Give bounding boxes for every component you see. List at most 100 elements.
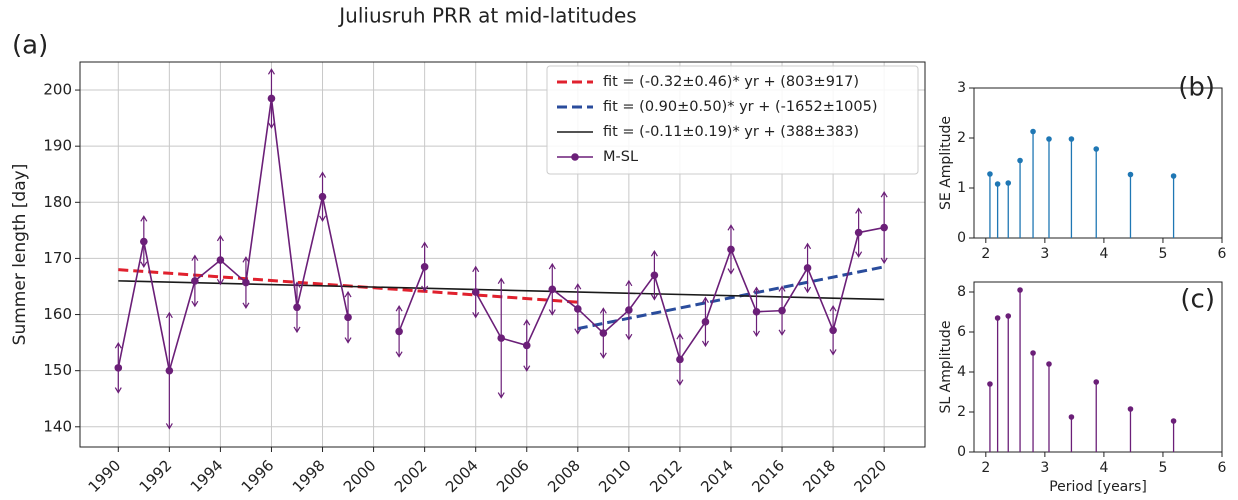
- data-point: [395, 327, 403, 336]
- stem-marker: [1030, 128, 1036, 135]
- y-axis-label: Summer length [day]: [10, 164, 30, 346]
- y-tick-label: 140: [43, 417, 72, 435]
- y-tick-label: 160: [43, 305, 72, 323]
- stem-marker: [987, 381, 993, 387]
- data-point: [625, 306, 633, 314]
- stem-marker: [1127, 406, 1134, 412]
- data-point: [752, 307, 761, 316]
- x-tick-label: 5: [1158, 460, 1167, 476]
- data-point: [420, 263, 429, 271]
- data-point: [778, 306, 786, 315]
- panel-label: (b): [1178, 73, 1215, 103]
- data-point: [880, 223, 888, 232]
- x-tick-label: 1990: [85, 456, 125, 496]
- x-tick-label: 4: [1099, 246, 1108, 262]
- stem-marker: [1005, 313, 1012, 319]
- stem-marker: [1170, 418, 1177, 424]
- x-tick-label: 6: [1218, 460, 1227, 476]
- data-point: [599, 329, 608, 337]
- stem-marker: [1030, 350, 1036, 356]
- x-tick-label: 2010: [595, 456, 635, 496]
- stem-marker: [994, 181, 1001, 187]
- y-tick-label: 2: [957, 130, 966, 146]
- data-point: [574, 305, 582, 313]
- data-point: [676, 355, 684, 364]
- y-tick-label: 200: [43, 81, 72, 99]
- legend-label: fit = (0.90±0.50)* yr + (-1652±1005): [603, 99, 878, 115]
- data-point: [701, 318, 710, 326]
- data-point: [548, 285, 557, 294]
- stem-marker: [1017, 157, 1023, 164]
- x-axis-label: Period [years]: [1049, 479, 1147, 495]
- data-point: [497, 334, 506, 342]
- data-point: [140, 237, 148, 246]
- x-tick-label: 3: [1040, 246, 1049, 262]
- x-tick-label: 2: [981, 246, 990, 262]
- data-point: [854, 228, 863, 237]
- data-point: [267, 94, 276, 103]
- stem-marker: [1093, 146, 1100, 152]
- data-point: [727, 245, 735, 254]
- legend-label: fit = (-0.11±0.19)* yr + (388±383): [603, 124, 859, 140]
- x-tick-label: 1992: [136, 456, 176, 496]
- stem-marker: [994, 315, 1001, 321]
- plot-frame: [973, 281, 1223, 453]
- x-tick-label: 5: [1158, 246, 1167, 262]
- data-point: [803, 264, 812, 272]
- stem-marker: [1093, 379, 1100, 385]
- x-tick-label: 2: [981, 460, 990, 476]
- y-tick-label: 8: [957, 284, 966, 300]
- x-tick-label: 1998: [289, 456, 329, 496]
- x-tick-label: 2014: [697, 456, 737, 496]
- x-tick-label: 2008: [544, 456, 584, 496]
- x-tick-label: 2004: [442, 456, 482, 496]
- stem-marker: [987, 171, 993, 177]
- data-point: [191, 277, 199, 285]
- data-point: [318, 192, 327, 201]
- y-tick-label: 0: [957, 230, 966, 246]
- y-axis-label: SL Amplitude: [938, 321, 954, 414]
- data-point: [165, 366, 174, 375]
- y-tick-label: 2: [957, 404, 966, 420]
- legend-marker: [571, 153, 579, 161]
- data-point: [650, 271, 659, 280]
- legend-label: M-SL: [603, 149, 638, 165]
- data-point: [829, 326, 837, 335]
- chart-title: Juliusruh PRR at mid-latitudes: [337, 4, 636, 28]
- x-tick-label: 2020: [850, 456, 890, 496]
- stem-marker: [1068, 414, 1075, 420]
- y-tick-label: 180: [43, 193, 72, 211]
- x-tick-label: 1994: [187, 456, 227, 496]
- y-tick-label: 1: [957, 180, 966, 196]
- stem-marker: [1017, 287, 1023, 293]
- y-tick-label: 190: [43, 137, 72, 155]
- x-tick-label: 2012: [646, 456, 686, 496]
- x-tick-label: 2000: [340, 456, 380, 496]
- y-tick-label: 4: [957, 364, 966, 380]
- data-point: [216, 256, 225, 264]
- plot-frame: [973, 87, 1223, 239]
- stem-marker: [1046, 136, 1052, 142]
- y-tick-label: 170: [43, 249, 72, 267]
- y-tick-label: 3: [957, 80, 966, 96]
- data-point: [242, 278, 250, 287]
- panel-label: (a): [12, 31, 48, 61]
- panel-label: (c): [1180, 285, 1215, 315]
- data-point: [114, 364, 123, 372]
- data-point: [344, 313, 352, 322]
- stem-marker: [1005, 180, 1012, 186]
- data-point: [522, 341, 531, 350]
- y-tick-label: 0: [957, 444, 966, 460]
- y-tick-label: 150: [43, 361, 72, 379]
- plot-frame: [79, 61, 926, 448]
- y-tick-label: 6: [957, 324, 966, 340]
- x-tick-label: 2006: [493, 456, 533, 496]
- x-tick-label: 4: [1099, 460, 1108, 476]
- data-point: [471, 288, 480, 296]
- y-axis-label: SE Amplitude: [938, 116, 954, 210]
- x-tick-label: 1996: [238, 456, 278, 496]
- x-tick-label: 2016: [748, 456, 788, 496]
- data-point: [293, 303, 301, 312]
- stem-marker: [1068, 136, 1075, 142]
